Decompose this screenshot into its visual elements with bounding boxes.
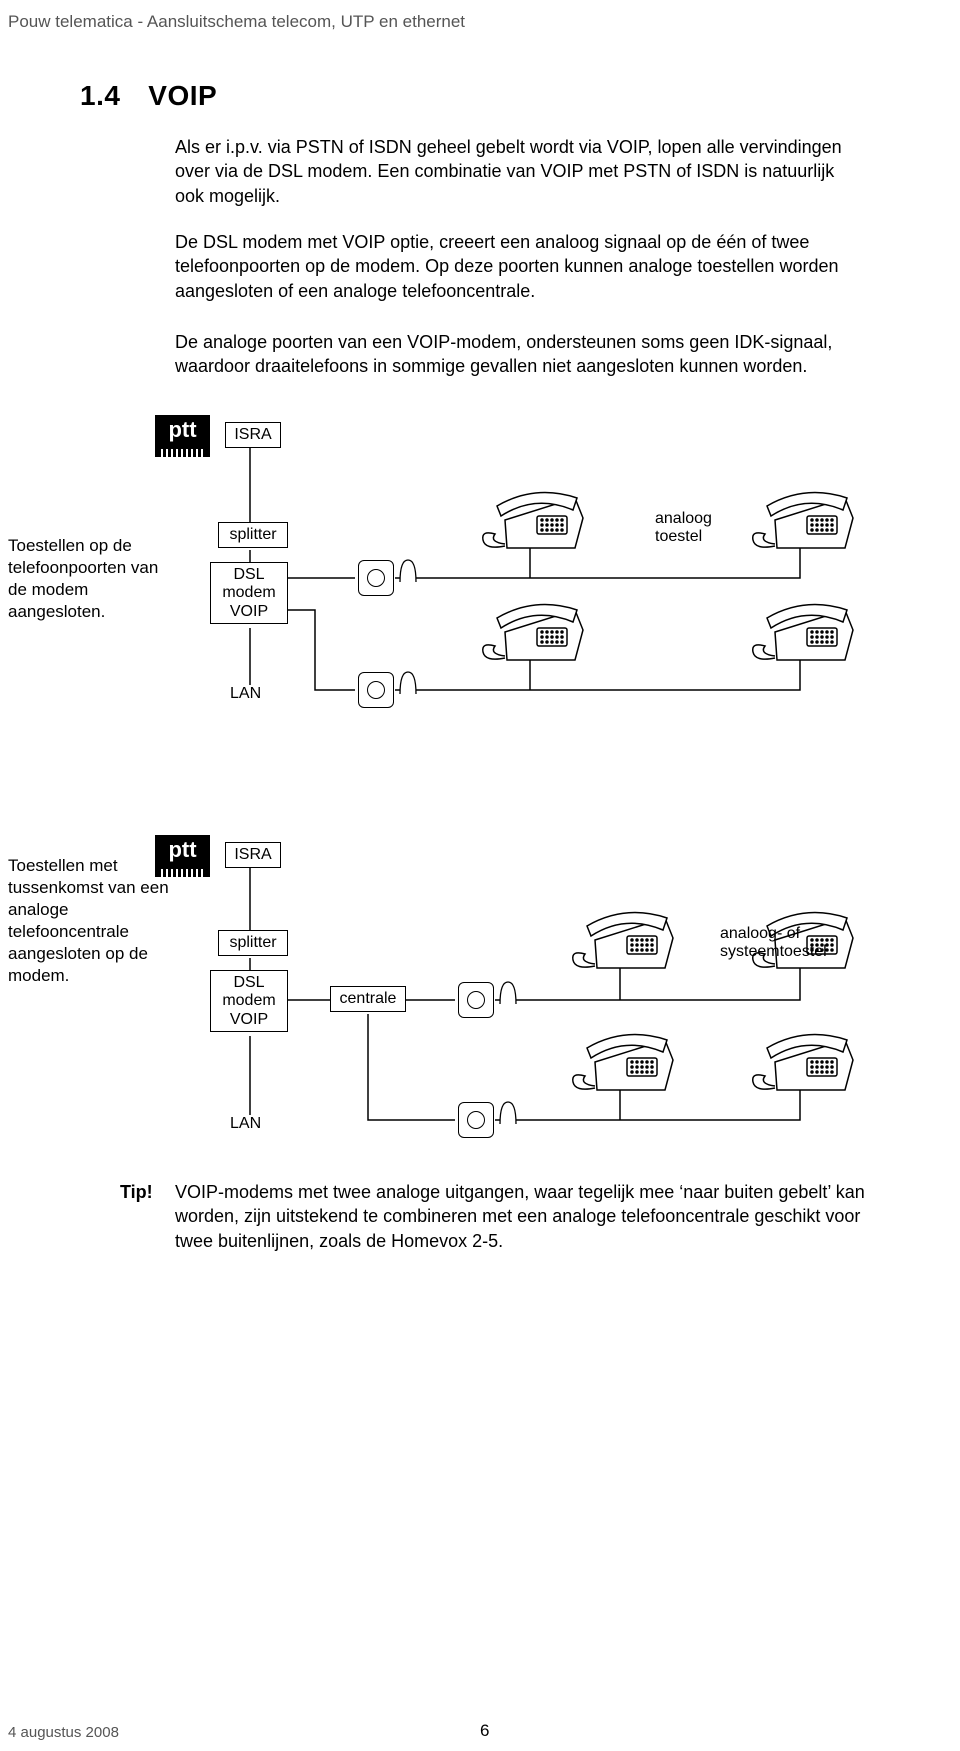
ptt-logo-icon: ptt: [155, 835, 210, 877]
diagram-2: ptt ISRA splitter DSL modem VOIP central…: [100, 830, 880, 1150]
ptt-logo-icon: ptt: [155, 415, 210, 457]
paragraph-1: Als er i.p.v. via PSTN of ISDN geheel ge…: [175, 135, 865, 208]
splitter-node: splitter: [218, 522, 288, 548]
phone-jack-icon: [498, 980, 518, 1006]
diagram-1: ptt ISRA splitter DSL modem VOIP LAN ana…: [100, 410, 880, 710]
isra-node: ISRA: [225, 842, 281, 868]
splitter-node: splitter: [218, 930, 288, 956]
lan-label: LAN: [230, 685, 261, 703]
wall-socket-icon: [458, 982, 494, 1018]
wall-socket-icon: [458, 1102, 494, 1138]
phone-icon: [565, 908, 675, 980]
wall-socket-icon: [358, 672, 394, 708]
tip-block: Tip! VOIP-modems met twee analoge uitgan…: [120, 1180, 880, 1253]
dsl-modem-node: DSL modem VOIP: [210, 970, 288, 1032]
phone-jack-icon: [398, 558, 418, 584]
document-header: Pouw telematica - Aansluitschema telecom…: [8, 12, 465, 32]
phone-icon: [475, 488, 585, 560]
tip-label: Tip!: [120, 1180, 175, 1253]
wall-socket-icon: [358, 560, 394, 596]
phone-icon: [565, 1030, 675, 1102]
phone-jack-icon: [398, 670, 418, 696]
isra-node: ISRA: [225, 422, 281, 448]
phone-label: analoog- of systeemtoestel: [720, 925, 860, 962]
paragraph-3: De analoge poorten van een VOIP-modem, o…: [175, 330, 865, 379]
phone-icon: [745, 600, 855, 672]
dsl-modem-node: DSL modem VOIP: [210, 562, 288, 624]
section-heading: 1.4 VOIP: [80, 80, 217, 112]
phone-icon: [745, 488, 855, 560]
phone-icon: [475, 600, 585, 672]
phone-label: analoog toestel: [655, 510, 712, 547]
centrale-node: centrale: [330, 986, 406, 1012]
footer-page-number: 6: [480, 1721, 489, 1741]
lan-label: LAN: [230, 1115, 261, 1133]
footer-date: 4 augustus 2008: [8, 1724, 119, 1741]
tip-body: VOIP-modems met twee analoge uitgangen, …: [175, 1180, 880, 1253]
phone-jack-icon: [498, 1100, 518, 1126]
phone-icon: [745, 1030, 855, 1102]
section-title: VOIP: [148, 80, 217, 111]
section-number: 1.4: [80, 80, 140, 112]
paragraph-2: De DSL modem met VOIP optie, creeert een…: [175, 230, 865, 303]
